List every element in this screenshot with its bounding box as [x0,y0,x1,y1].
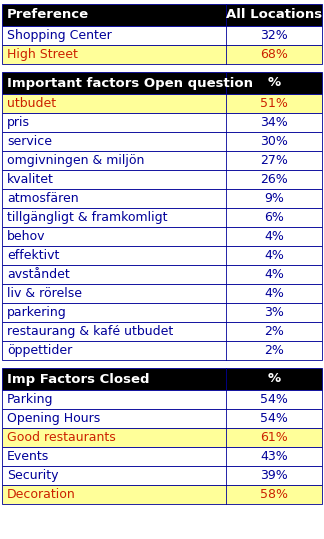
Text: 43%: 43% [260,450,288,463]
Text: 30%: 30% [260,135,288,148]
Text: Opening Hours: Opening Hours [7,412,100,425]
Text: 61%: 61% [260,431,288,444]
Bar [2,227,322,246]
Text: Events: Events [7,450,49,463]
Text: 27%: 27% [260,154,288,167]
Bar [2,341,322,360]
Text: 2%: 2% [264,325,284,338]
Bar [2,208,322,227]
Text: Shopping Center: Shopping Center [7,29,112,42]
Text: Good restaurants: Good restaurants [7,431,116,444]
Text: 54%: 54% [260,393,288,406]
Text: 9%: 9% [264,192,284,205]
Text: öppettider: öppettider [7,344,72,357]
Bar [2,284,322,303]
Bar [2,265,322,284]
Text: 4%: 4% [264,230,284,243]
Text: 58%: 58% [260,488,288,501]
Text: 51%: 51% [260,97,288,110]
Text: behov: behov [7,230,45,243]
Bar [2,72,322,94]
Text: %: % [267,372,281,385]
Text: 3%: 3% [264,306,284,319]
Text: 2%: 2% [264,344,284,357]
Text: 68%: 68% [260,48,288,61]
Bar [2,246,322,265]
Text: Parking: Parking [7,393,53,406]
Text: parkering: parkering [7,306,67,319]
Text: pris: pris [7,116,30,129]
Text: atmosfären: atmosfären [7,192,79,205]
Bar [2,390,322,409]
Text: 4%: 4% [264,287,284,300]
Text: Important factors Open question: Important factors Open question [7,77,253,89]
Text: omgivningen & miljön: omgivningen & miljön [7,154,145,167]
Text: Decoration: Decoration [7,488,76,501]
Text: All Locations: All Locations [226,9,322,22]
Text: 54%: 54% [260,412,288,425]
Text: %: % [267,77,281,89]
Text: utbudet: utbudet [7,97,56,110]
Bar [2,132,322,151]
Bar [2,368,322,390]
Bar [2,428,322,447]
Bar [2,189,322,208]
Text: Security: Security [7,469,59,482]
Bar [2,94,322,113]
Text: tillgängligt & framkomligt: tillgängligt & framkomligt [7,211,168,224]
Text: 4%: 4% [264,268,284,281]
Text: 6%: 6% [264,211,284,224]
Bar [2,151,322,170]
Bar [2,4,322,26]
Bar [2,409,322,428]
Text: kvalitet: kvalitet [7,173,54,186]
Text: Imp Factors Closed: Imp Factors Closed [7,372,149,385]
Bar [2,26,322,45]
Text: service: service [7,135,52,148]
Bar [2,170,322,189]
Text: avståndet: avståndet [7,268,70,281]
Text: restaurang & kafé utbudet: restaurang & kafé utbudet [7,325,173,338]
Text: 32%: 32% [260,29,288,42]
Text: liv & rörelse: liv & rörelse [7,287,82,300]
Bar [2,447,322,466]
Bar [2,45,322,64]
Bar [2,303,322,322]
Text: Preference: Preference [7,9,89,22]
Bar [2,322,322,341]
Bar [2,466,322,485]
Text: 26%: 26% [260,173,288,186]
Text: 39%: 39% [260,469,288,482]
Text: 4%: 4% [264,249,284,262]
Text: effektivt: effektivt [7,249,59,262]
Bar [2,113,322,132]
Text: 34%: 34% [260,116,288,129]
Bar [2,485,322,504]
Text: High Street: High Street [7,48,78,61]
